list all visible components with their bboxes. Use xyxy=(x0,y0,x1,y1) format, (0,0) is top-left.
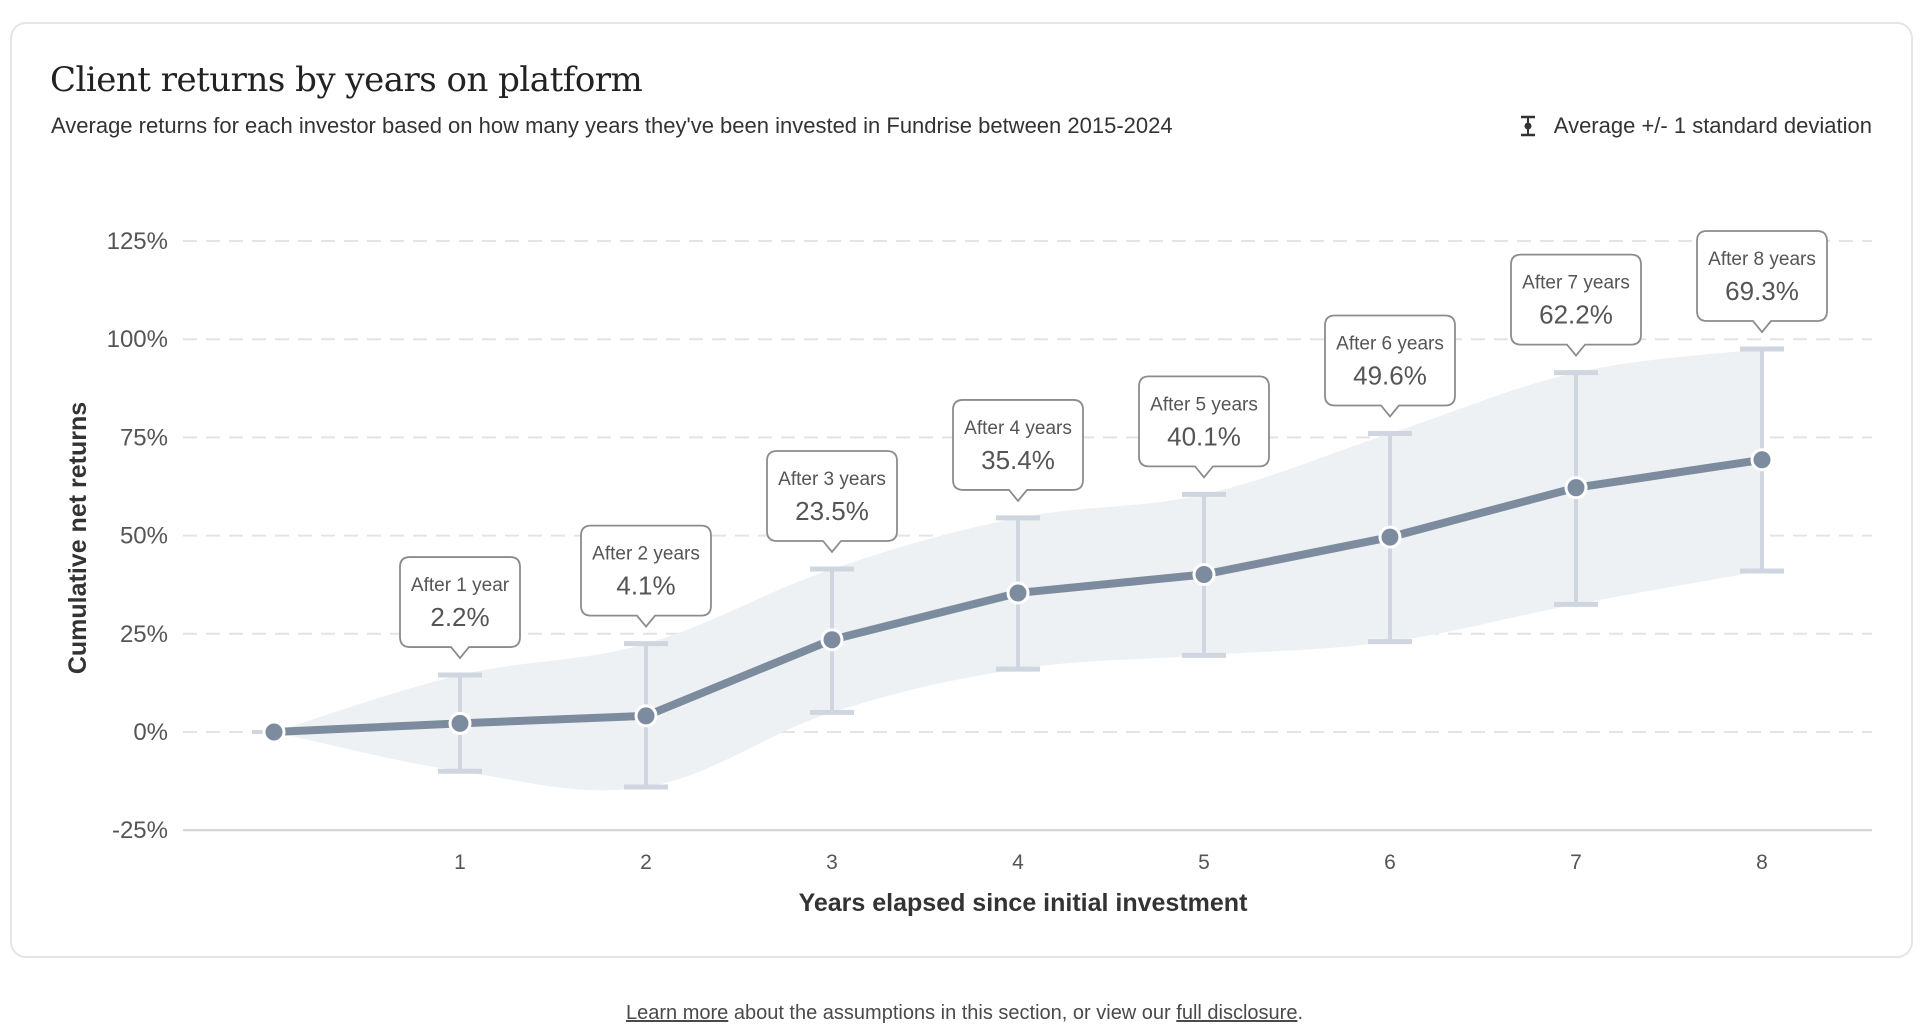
data-point xyxy=(1192,562,1216,586)
callout-box xyxy=(766,450,898,554)
data-point xyxy=(1006,581,1030,605)
footer-text-1: about the assumptions in this section, o… xyxy=(728,1002,1177,1024)
callout-after-8: After 8 years 69.3% xyxy=(1696,230,1828,334)
x-tick-label: 2 xyxy=(640,851,652,874)
data-point xyxy=(448,711,472,735)
callout-label: After 3 years xyxy=(778,469,886,490)
callout-value: 49.6% xyxy=(1353,360,1427,390)
callout-value: 35.4% xyxy=(981,445,1055,475)
data-point xyxy=(1750,448,1774,472)
y-tick-label: 0% xyxy=(133,719,168,746)
callout-label: After 8 years xyxy=(1708,249,1816,270)
data-point xyxy=(1564,476,1588,500)
callout-box xyxy=(1324,314,1456,418)
errorbar-legend-icon xyxy=(1520,115,1535,137)
callout-label: After 2 years xyxy=(592,544,700,565)
full-disclosure-link[interactable]: full disclosure xyxy=(1176,1002,1298,1024)
y-tick-label: 25% xyxy=(120,621,168,648)
callout-after-3: After 3 years 23.5% xyxy=(766,450,898,554)
callout-value: 40.1% xyxy=(1167,421,1241,451)
callout-after-2: After 2 years 4.1% xyxy=(580,524,712,629)
callout-value: 4.1% xyxy=(616,571,675,601)
callout-box xyxy=(952,399,1084,503)
learn-more-link[interactable]: Learn more xyxy=(625,1002,729,1024)
x-axis-title: Years elapsed since initial investment xyxy=(799,889,1248,917)
callout-box xyxy=(1696,230,1828,334)
x-tick-label: 4 xyxy=(1012,851,1024,874)
chart-title: Client returns by years on platform xyxy=(50,60,643,100)
data-point xyxy=(1378,525,1402,549)
chart-subtitle: Average returns for each investor based … xyxy=(51,113,1173,138)
callout-after-6: After 6 years 49.6% xyxy=(1324,314,1456,418)
chart-legend: Average +/- 1 standard deviation xyxy=(1518,113,1872,139)
callout-label: After 6 years xyxy=(1336,333,1444,354)
x-tick-label: 7 xyxy=(1570,851,1582,874)
x-tick-label: 5 xyxy=(1198,851,1210,874)
footer-text-2: . xyxy=(1297,1002,1304,1024)
callout-box xyxy=(580,524,712,629)
callout-label: After 5 years xyxy=(1150,394,1258,415)
callout-after-1: After 1 year 2.2% xyxy=(399,556,521,660)
callout-after-4: After 4 years 35.4% xyxy=(952,399,1084,503)
data-point xyxy=(820,628,844,652)
callout-label: After 4 years xyxy=(964,418,1072,439)
disclaimer-footer: Learn more about the assumptions in this… xyxy=(0,1002,1929,1025)
callout-box xyxy=(399,556,521,660)
x-tick-label: 3 xyxy=(826,851,838,874)
y-tick-label: 125% xyxy=(107,228,168,255)
x-tick-label: 6 xyxy=(1384,851,1396,874)
callout-label: After 7 years xyxy=(1522,273,1630,294)
callout-after-7: After 7 years 62.2% xyxy=(1510,253,1642,358)
y-tick-label: 75% xyxy=(120,424,168,451)
legend-label: Average +/- 1 standard deviation xyxy=(1553,113,1872,138)
x-tick-label: 8 xyxy=(1756,851,1768,874)
y-tick-label: 100% xyxy=(107,326,168,353)
callout-value: 23.5% xyxy=(795,496,869,526)
callout-box xyxy=(1510,253,1642,358)
callout-value: 62.2% xyxy=(1539,300,1613,330)
callout-value: 69.3% xyxy=(1725,276,1799,306)
data-point xyxy=(634,704,658,728)
y-tick-label: 50% xyxy=(120,523,168,550)
y-axis-title: Cumulative net returns xyxy=(64,402,92,674)
callout-after-5: After 5 years 40.1% xyxy=(1138,375,1270,479)
callout-label: After 1 year xyxy=(411,575,510,596)
y-tick-label: -25% xyxy=(112,817,168,844)
callout-box xyxy=(1138,375,1270,479)
data-point xyxy=(262,720,286,744)
callout-value: 2.2% xyxy=(430,602,489,632)
x-tick-label: 1 xyxy=(454,851,466,874)
